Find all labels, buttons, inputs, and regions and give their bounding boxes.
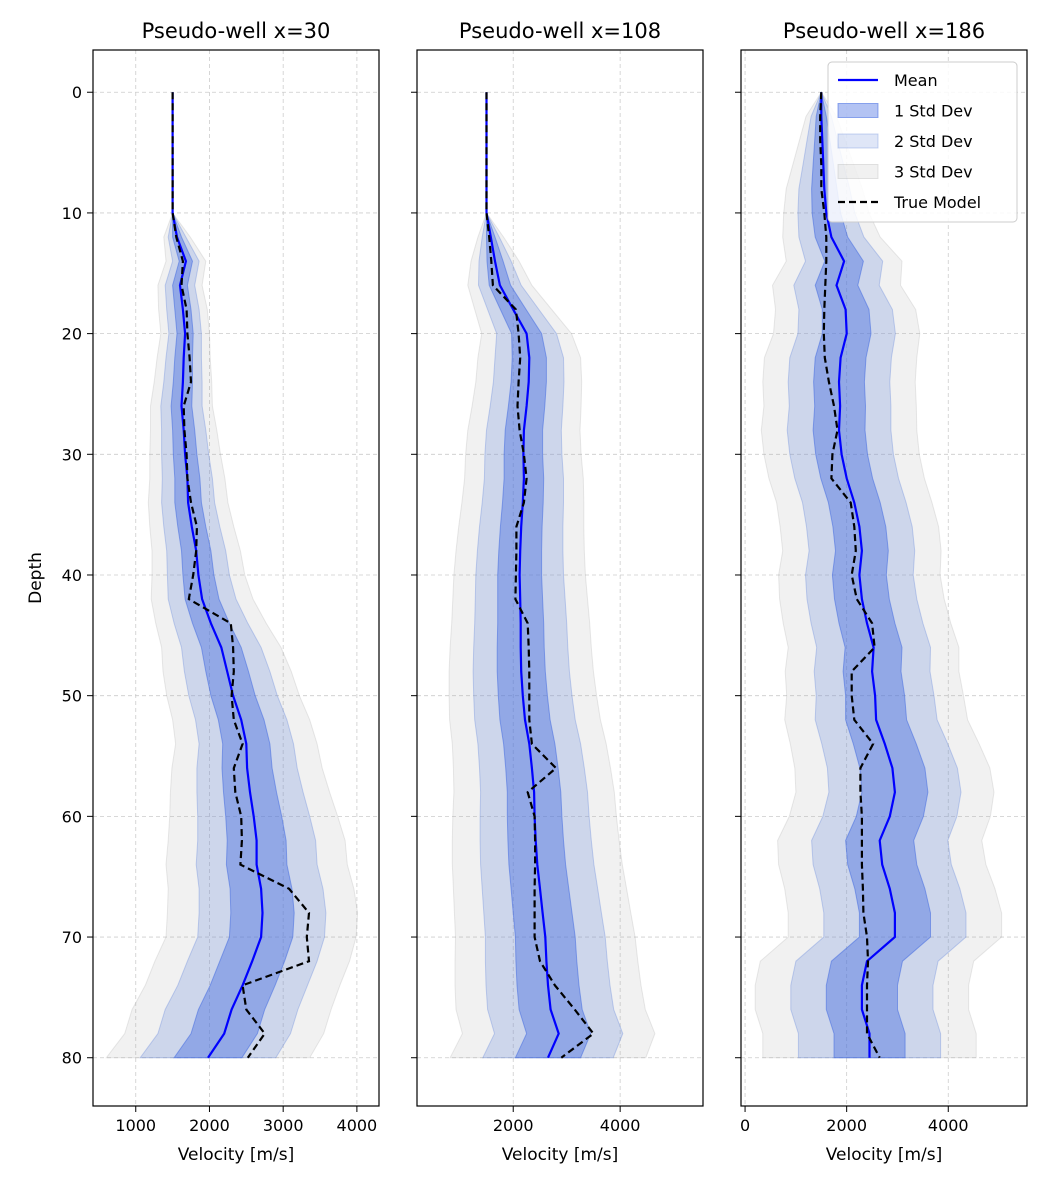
x-tick-label: 1000 — [115, 1116, 156, 1135]
legend-label: Mean — [894, 71, 938, 90]
panel-1: 1000 2000 3000 4000 0 10 20 30 40 50 60 70 80 Pseudo-… — [26, 19, 380, 1165]
legend-entry: 3 Std Dev — [837, 163, 973, 182]
y-tick-label: 30 — [62, 445, 82, 464]
y-tick-label: 70 — [62, 928, 82, 947]
y-axis-label: Depth — [26, 552, 46, 604]
x-tick-label: 4000 — [600, 1116, 641, 1135]
x-axis-label: Velocity [m/s] — [502, 1145, 619, 1165]
x-tick-label: 3000 — [263, 1116, 304, 1135]
panel-title: Pseudo-well x=30 — [142, 19, 331, 43]
y-tick-label: 40 — [62, 566, 82, 585]
axes-frame — [416, 49, 704, 1107]
y-tick-label: 10 — [62, 204, 82, 223]
legend-entry: Mean — [838, 71, 938, 90]
panel-3: 0 2000 4000 Pseudo-well x=186 Velocity [m/s]… — [735, 19, 1028, 1165]
legend-swatch-band — [837, 103, 879, 118]
axes-frame — [92, 49, 380, 1107]
legend: Mean 1 Std Dev 2 Std Dev 3 Std Dev True Mode… — [827, 61, 1018, 223]
y-tick-label: 60 — [62, 807, 82, 826]
legend-entry: True Model — [838, 193, 981, 212]
plot-area — [741, 50, 1027, 1106]
x-tick-label: 0 — [740, 1116, 750, 1135]
plot-area — [417, 50, 703, 1106]
mean-line — [485, 92, 560, 1059]
legend-label: True Model — [893, 193, 981, 212]
panel-2: 2000 4000 Pseudo-well x=108 Velocity [m/s] — [411, 19, 704, 1165]
x-tick-label: 2000 — [189, 1116, 230, 1135]
x-tick-label: 2000 — [826, 1116, 867, 1135]
y-tick-label: 0 — [72, 83, 82, 102]
legend-entry: 1 Std Dev — [837, 102, 973, 121]
axes-frame — [740, 49, 1028, 1107]
legend-label: 3 Std Dev — [894, 163, 973, 182]
legend-swatch-band — [837, 164, 879, 179]
y-tick-label: 80 — [62, 1049, 82, 1068]
y-tick-label: 20 — [62, 325, 82, 344]
x-tick-label: 4000 — [928, 1116, 969, 1135]
legend-frame — [827, 61, 1018, 223]
legend-swatch-band — [837, 133, 879, 149]
legend-label: 2 Std Dev — [894, 132, 973, 151]
legend-entry: 2 Std Dev — [837, 132, 973, 151]
x-axis-label: Velocity [m/s] — [178, 1145, 295, 1165]
mean-line — [171, 92, 264, 1059]
x-axis-label: Velocity [m/s] — [826, 1145, 943, 1165]
true-model-line — [819, 92, 881, 1059]
x-tick-label: 2000 — [493, 1116, 534, 1135]
true-model-line — [171, 92, 311, 1059]
x-tick-label: 4000 — [337, 1116, 378, 1135]
legend-label: 1 Std Dev — [894, 102, 973, 121]
plot-area — [93, 50, 379, 1106]
mean-line — [820, 92, 897, 1058]
y-tick-label: 50 — [62, 687, 82, 706]
panel-title: Pseudo-well x=108 — [459, 19, 661, 43]
panel-title: Pseudo-well x=186 — [783, 19, 985, 43]
